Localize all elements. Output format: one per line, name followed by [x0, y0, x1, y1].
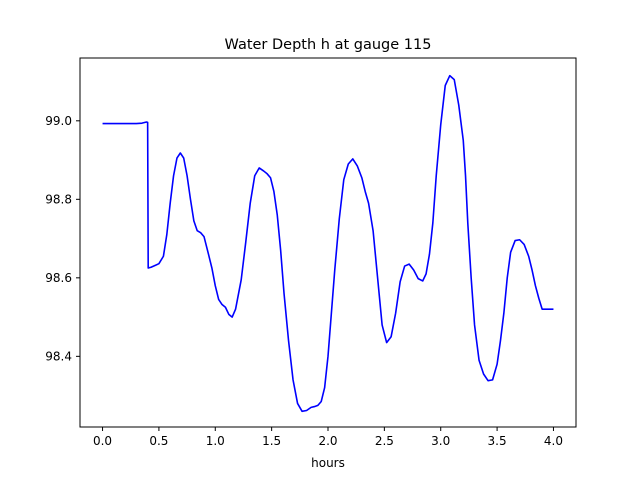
x-tick-label: 2.0	[318, 434, 337, 448]
y-axis: 98.4 98.6 98.8 99.0	[45, 114, 80, 363]
x-tick-label: 4.0	[544, 434, 563, 448]
y-tick-label: 98.6	[45, 271, 72, 285]
plot-frame	[79, 57, 577, 428]
x-tick-label: 0.5	[149, 434, 168, 448]
x-axis: 0.0 0.5 1.0 1.5 2.0 2.5 3.0 3.5 4.0	[93, 427, 563, 448]
y-tick-label: 98.4	[45, 349, 72, 363]
x-tick-label: 1.0	[206, 434, 225, 448]
x-tick-label: 0.0	[93, 434, 112, 448]
x-tick-label: 1.5	[262, 434, 281, 448]
x-tick-label: 3.5	[488, 434, 507, 448]
x-axis-label: hours	[311, 456, 345, 470]
x-tick-label: 3.0	[431, 434, 450, 448]
y-tick-label: 99.0	[45, 114, 72, 128]
series-line	[102, 74, 554, 413]
chart-title: Water Depth h at gauge 115	[225, 37, 432, 53]
y-tick-label: 98.8	[45, 192, 72, 206]
x-tick-label: 2.5	[375, 434, 394, 448]
